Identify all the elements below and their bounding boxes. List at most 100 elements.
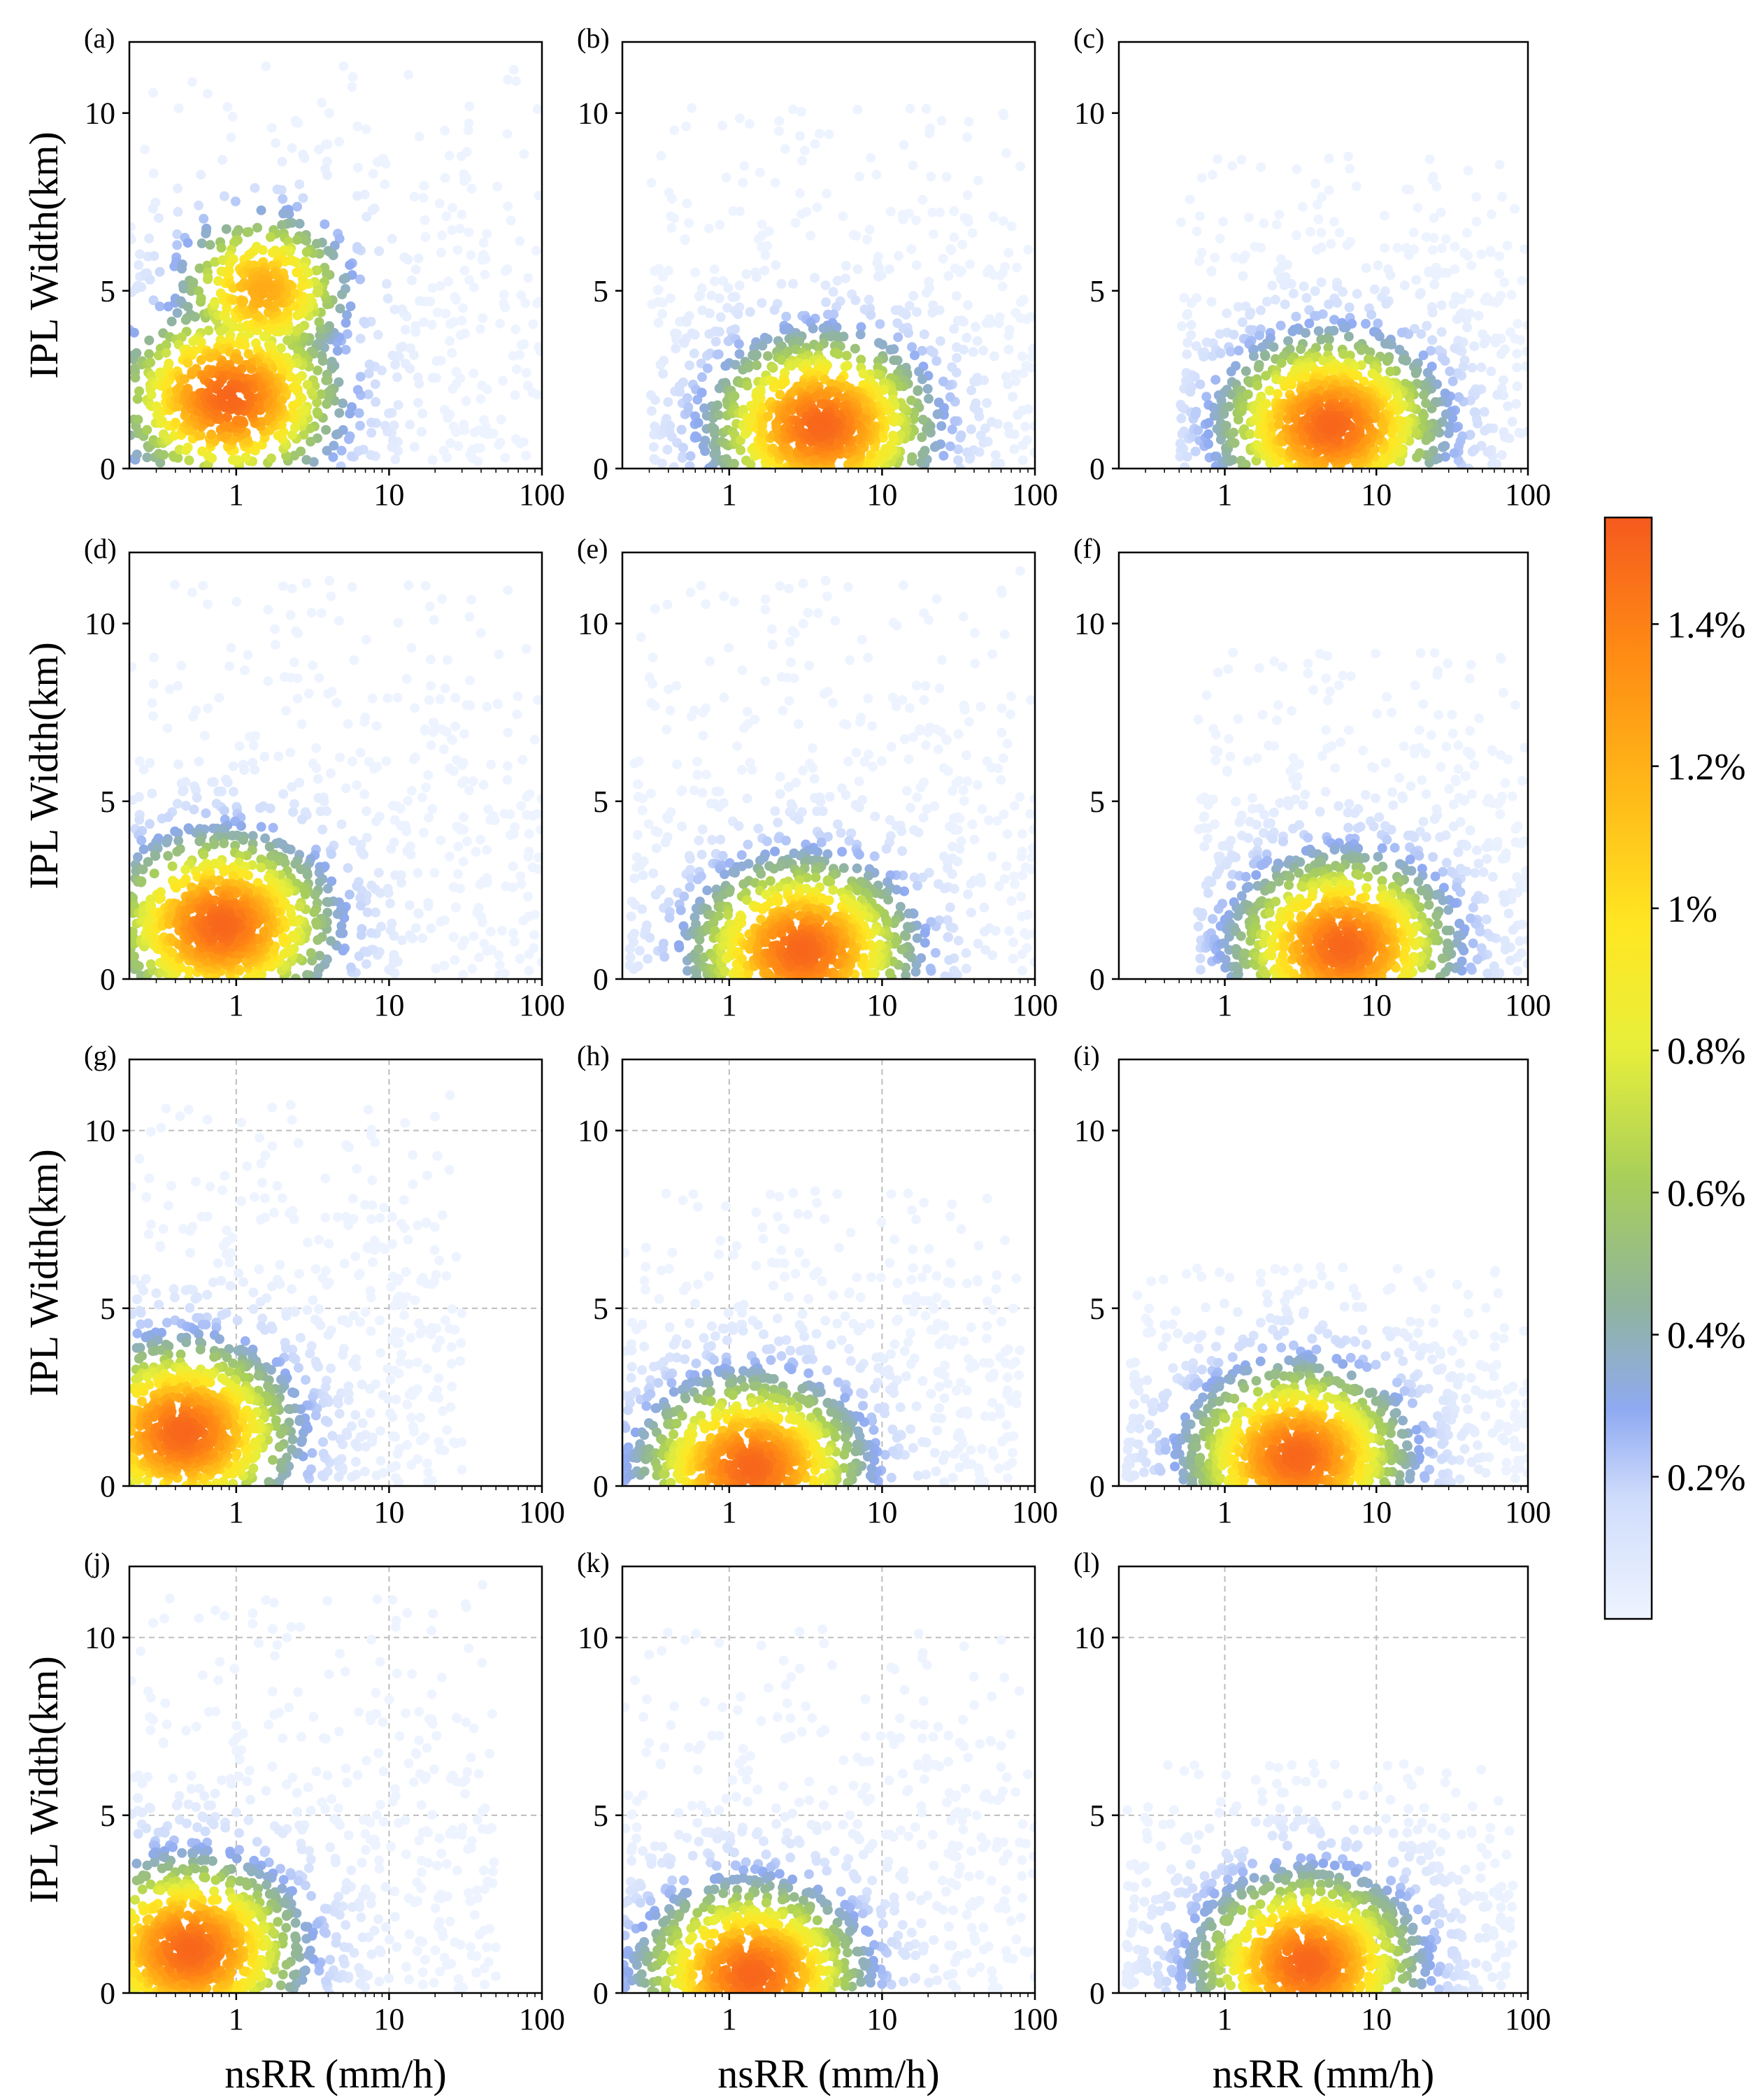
data-point xyxy=(973,176,983,186)
data-point xyxy=(971,322,980,332)
data-point xyxy=(671,343,681,354)
data-point xyxy=(368,169,378,179)
data-point xyxy=(516,801,527,811)
data-point xyxy=(354,408,364,418)
data-point xyxy=(388,436,398,445)
data-point xyxy=(393,617,403,628)
data-point xyxy=(1328,366,1338,377)
data-point xyxy=(466,183,477,194)
data-point xyxy=(1492,390,1503,400)
data-point xyxy=(361,959,371,969)
data-point xyxy=(828,287,838,297)
data-point xyxy=(1233,415,1243,424)
data-point xyxy=(1252,380,1263,391)
data-point xyxy=(508,861,518,871)
data-point xyxy=(290,422,300,433)
data-point xyxy=(1479,338,1489,349)
data-point xyxy=(147,698,157,708)
data-point xyxy=(927,207,938,217)
data-point xyxy=(1503,401,1513,411)
data-point xyxy=(1186,298,1196,308)
data-point xyxy=(392,692,403,703)
data-point xyxy=(167,861,178,871)
data-point xyxy=(1247,326,1257,336)
data-point xyxy=(1245,310,1255,320)
data-point xyxy=(941,171,952,182)
data-point xyxy=(395,343,406,353)
data-point xyxy=(1185,194,1195,205)
data-point xyxy=(396,304,407,315)
data-point xyxy=(452,821,462,831)
data-point xyxy=(383,693,393,703)
data-point xyxy=(417,933,428,943)
data-point xyxy=(657,298,668,308)
data-point xyxy=(1431,181,1442,192)
data-point xyxy=(418,317,429,327)
data-point xyxy=(706,290,717,301)
data-point xyxy=(172,308,183,318)
data-point xyxy=(1023,245,1034,255)
data-point xyxy=(355,420,365,431)
data-point xyxy=(312,407,322,417)
data-point xyxy=(364,359,375,370)
data-point xyxy=(757,341,768,351)
data-point xyxy=(278,581,288,592)
data-point xyxy=(1380,210,1389,221)
data-point xyxy=(129,354,138,364)
data-point xyxy=(129,287,137,297)
data-point xyxy=(147,788,157,799)
data-point xyxy=(1398,355,1408,365)
data-point xyxy=(202,599,213,610)
data-point xyxy=(1001,148,1012,158)
data-point xyxy=(905,103,915,114)
data-point xyxy=(1027,352,1035,362)
data-point xyxy=(499,808,510,819)
data-point xyxy=(934,397,944,408)
data-point xyxy=(420,580,431,591)
data-point xyxy=(1191,406,1201,417)
data-point xyxy=(145,757,155,768)
data-point xyxy=(226,132,236,143)
data-point xyxy=(810,138,820,149)
data-point xyxy=(1305,227,1315,237)
data-point xyxy=(172,229,183,239)
data-point xyxy=(938,376,948,387)
data-point xyxy=(689,329,700,340)
data-point xyxy=(332,345,343,356)
data-point xyxy=(858,369,869,379)
data-point xyxy=(1191,341,1201,351)
data-point xyxy=(196,238,207,248)
data-point xyxy=(464,101,475,111)
data-point xyxy=(228,787,238,797)
data-point xyxy=(1521,361,1528,371)
data-point xyxy=(355,901,366,910)
data-point xyxy=(277,220,287,230)
data-point xyxy=(427,320,437,330)
data-point xyxy=(853,434,864,445)
data-point xyxy=(1008,392,1018,402)
data-point xyxy=(445,438,455,448)
data-point xyxy=(296,864,306,875)
data-point xyxy=(1424,267,1434,278)
data-point xyxy=(329,441,339,451)
data-point xyxy=(420,232,431,242)
data-point xyxy=(1378,453,1389,464)
data-point xyxy=(149,869,159,879)
data-point xyxy=(205,240,215,250)
data-point xyxy=(715,312,726,322)
data-point xyxy=(230,197,241,206)
data-point xyxy=(455,224,465,234)
data-point xyxy=(146,390,157,400)
data-point xyxy=(1009,444,1020,455)
data-point xyxy=(322,156,332,166)
data-point xyxy=(522,892,533,902)
data-point xyxy=(177,264,187,274)
data-point xyxy=(1418,350,1429,361)
data-point xyxy=(366,880,377,891)
data-point xyxy=(946,245,957,255)
data-point xyxy=(838,211,848,222)
data-point xyxy=(736,445,746,455)
data-point xyxy=(184,455,194,466)
data-point xyxy=(266,453,276,464)
